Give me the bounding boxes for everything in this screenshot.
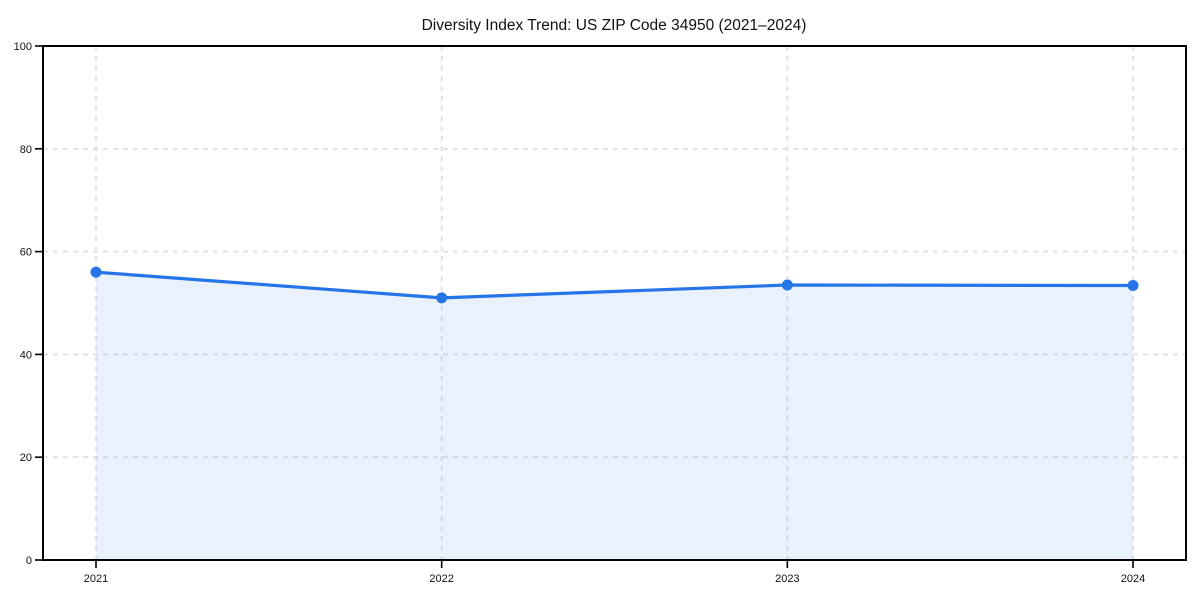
y-tick-label: 0 [26, 555, 32, 567]
data-point [90, 266, 102, 278]
area-fill [96, 272, 1133, 560]
plot-border [42, 45, 1187, 561]
trend-line [94, 270, 1135, 300]
data-point [781, 279, 793, 291]
axis-tick-labels: 0 20 40 60 80 100 2021 2022 2023 2024 [14, 41, 1146, 585]
data-point [1127, 280, 1139, 292]
trend-line-layer [94, 270, 1135, 300]
data-point [436, 292, 448, 304]
y-tick-label: 60 [20, 247, 32, 259]
data-points-layer [90, 266, 1139, 304]
y-tick-label: 100 [14, 41, 32, 53]
y-tick-label: 20 [20, 452, 32, 464]
x-tick-label: 2023 [775, 573, 799, 585]
x-tick-label: 2024 [1121, 573, 1145, 585]
chart-title: Diversity Index Trend: US ZIP Code 34950… [422, 17, 807, 34]
area-fill-layer [96, 272, 1133, 560]
y-tick-label: 80 [20, 144, 32, 156]
y-tick-label: 40 [20, 349, 32, 361]
axis-ticks [35, 45, 1134, 568]
x-tick-label: 2022 [429, 573, 453, 585]
x-tick-label: 2021 [84, 573, 108, 585]
